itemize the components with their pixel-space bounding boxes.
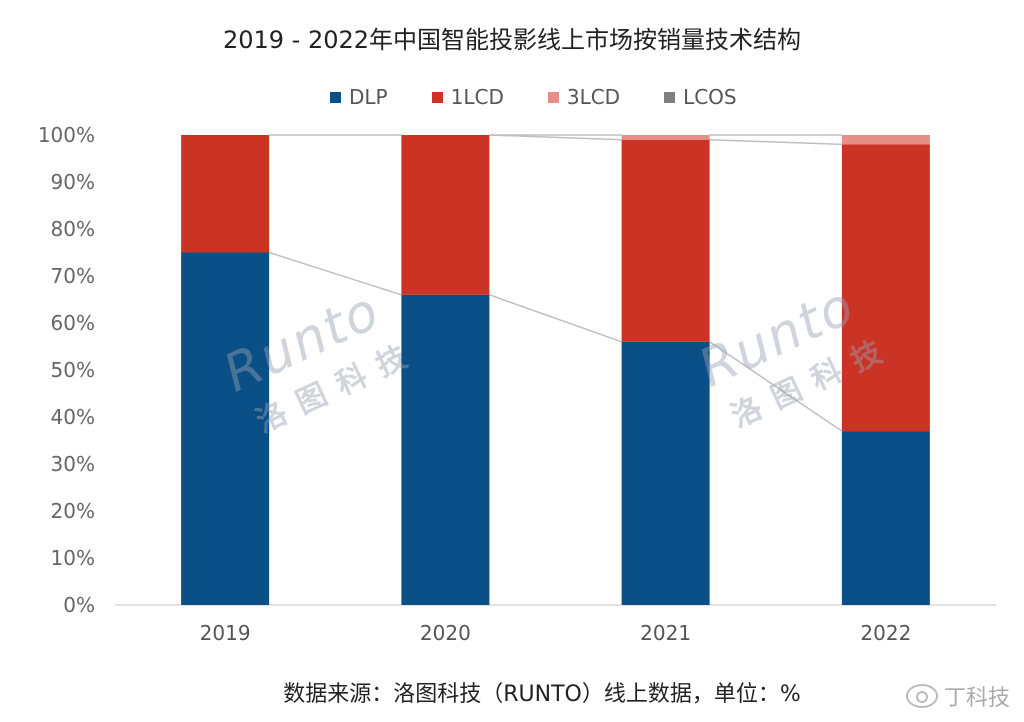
bar-segment-dlp-2021 bbox=[621, 341, 710, 605]
legend-swatch-3lcd bbox=[547, 91, 559, 103]
x-tick-label: 2022 bbox=[860, 621, 911, 645]
legend-item-lcos: LCOS bbox=[664, 84, 737, 110]
weibo-icon bbox=[905, 684, 938, 708]
y-tick-label: 0% bbox=[63, 593, 95, 617]
legend-swatch-1lcd bbox=[431, 91, 443, 103]
y-tick-label: 60% bbox=[51, 311, 95, 335]
x-tick-label: 2021 bbox=[640, 621, 691, 645]
legend-label-lcos: LCOS bbox=[683, 85, 737, 109]
connector-line-dlp bbox=[268, 251, 402, 296]
legend-swatch-lcos bbox=[664, 91, 676, 103]
legend-label-dlp: DLP bbox=[349, 85, 388, 109]
bar-segment-dlp-2019 bbox=[181, 252, 270, 605]
x-tick-label: 2019 bbox=[200, 621, 251, 645]
legend-item-3lcd: 3LCD bbox=[547, 84, 621, 110]
connector-line-1lcd bbox=[709, 138, 842, 146]
weibo-label: 丁科技 bbox=[943, 686, 1010, 711]
y-tick-label: 70% bbox=[51, 264, 95, 288]
y-tick-label: 80% bbox=[51, 217, 95, 241]
source-note: 数据来源：洛图科技（RUNTO）线上数据，单位：% bbox=[283, 682, 801, 707]
y-tick-label: 30% bbox=[51, 452, 95, 476]
chart-title: 2019 - 2022年中国智能投影线上市场按销量技术结构 bbox=[222, 26, 802, 54]
bar-segment-1lcd-2021 bbox=[621, 139, 710, 342]
y-tick-label: 50% bbox=[51, 358, 95, 382]
connector-line-dlp bbox=[709, 341, 843, 432]
y-tick-label: 40% bbox=[51, 405, 95, 429]
weibo-watermark: 丁科技 bbox=[905, 680, 1010, 712]
chart-legend: DLP 1LCD 3LCD LCOS bbox=[330, 84, 737, 110]
legend-item-1lcd: 1LCD bbox=[431, 84, 504, 110]
legend-label-3lcd: 3LCD bbox=[566, 85, 621, 109]
x-tick-label: 2020 bbox=[420, 621, 471, 645]
bar-segment-1lcd-2022 bbox=[841, 144, 930, 432]
legend-swatch-dlp bbox=[330, 91, 341, 103]
y-tick-label: 20% bbox=[51, 499, 95, 523]
bar-segment-dlp-2022 bbox=[841, 431, 930, 605]
bar-segment-1lcd-2019 bbox=[181, 135, 270, 253]
y-tick-label: 90% bbox=[51, 170, 95, 194]
bar-segment-dlp-2020 bbox=[401, 294, 490, 605]
connector-line-1lcd bbox=[489, 134, 622, 141]
y-tick-label: 10% bbox=[51, 546, 95, 570]
bar-segment-3lcd-2021 bbox=[621, 135, 710, 140]
legend-item-dlp: DLP bbox=[330, 84, 388, 110]
y-tick-label: 100% bbox=[38, 123, 95, 147]
connector-line-dlp bbox=[489, 294, 622, 343]
bar-segment-3lcd-2022 bbox=[841, 135, 930, 145]
bar-segment-1lcd-2020 bbox=[401, 135, 490, 295]
legend-label-1lcd: 1LCD bbox=[450, 85, 504, 109]
